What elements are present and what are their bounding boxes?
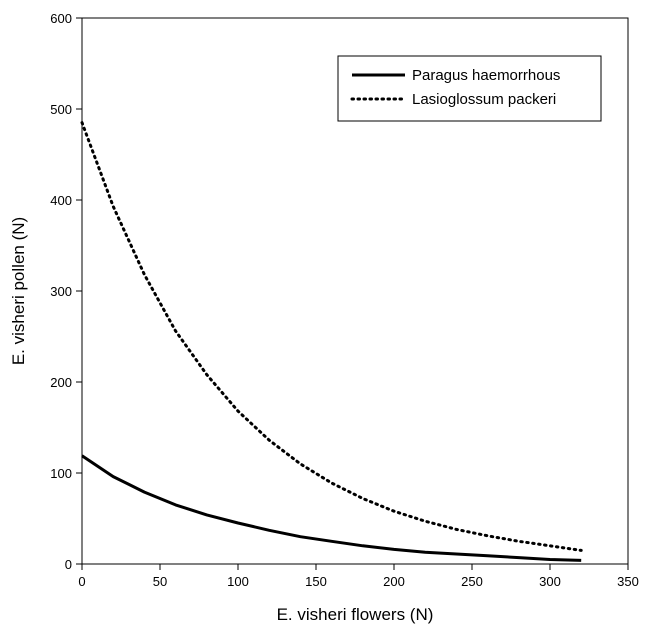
y-axis-title: E. visheri pollen (N) xyxy=(9,217,28,365)
legend: Paragus haemorrhous Lasioglossum packeri xyxy=(337,55,602,122)
y-tick-label: 500 xyxy=(50,102,72,117)
y-tick-label: 300 xyxy=(50,284,72,299)
y-tick-label: 200 xyxy=(50,375,72,390)
legend-box xyxy=(337,55,602,122)
y-tick-label: 0 xyxy=(65,557,72,572)
series-line-paragus-haemorrhous xyxy=(81,454,582,562)
legend-label-paragus: Paragus haemorrhous xyxy=(412,67,560,84)
legend-label-lasioglossum: Lasioglossum packeri xyxy=(412,91,556,108)
x-tick-label: 150 xyxy=(305,574,327,589)
x-tick-label: 0 xyxy=(78,574,85,589)
x-tick-label: 300 xyxy=(539,574,561,589)
x-tick-label: 250 xyxy=(461,574,483,589)
x-tick-label: 350 xyxy=(617,574,639,589)
x-tick-label: 200 xyxy=(383,574,405,589)
series-line-lasioglossum-packeri xyxy=(80,121,583,552)
x-tick-label: 50 xyxy=(153,574,167,589)
series-lines xyxy=(80,121,583,562)
y-axis-ticks: 0 100 200 300 400 500 600 xyxy=(50,11,82,572)
y-tick-label: 100 xyxy=(50,466,72,481)
x-axis-ticks: 0 50 100 150 200 250 300 350 xyxy=(78,564,639,589)
x-tick-label: 100 xyxy=(227,574,249,589)
y-tick-label: 400 xyxy=(50,193,72,208)
y-tick-label: 600 xyxy=(50,11,72,26)
x-axis-title: E. visheri flowers (N) xyxy=(277,605,434,624)
